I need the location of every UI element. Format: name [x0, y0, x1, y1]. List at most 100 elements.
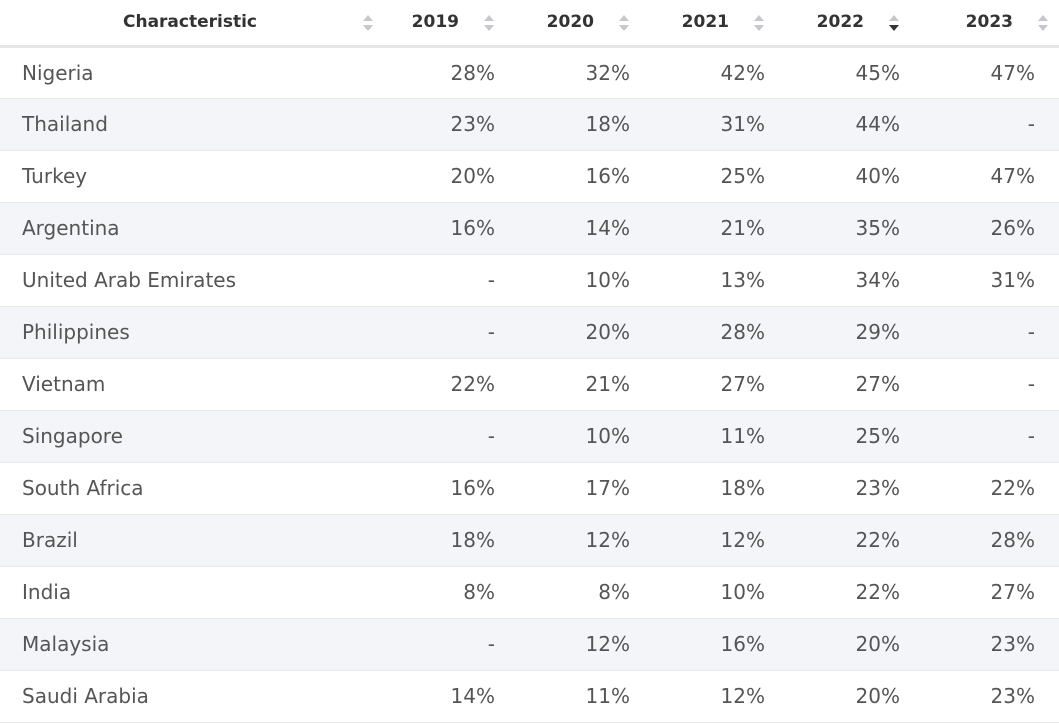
- table-row: United Arab Emirates -10% 13% 34% 31%: [0, 254, 1059, 307]
- value-cell-2019: -: [385, 410, 520, 463]
- table-row: Nigeria 28% 32% 42% 45% 47%: [0, 46, 1059, 99]
- value-cell-2021: 10%: [655, 566, 790, 619]
- column-header-2019[interactable]: 2019: [385, 0, 520, 48]
- table-row: Philippines -20% 28% 29% -: [0, 306, 1059, 359]
- country-cell: Turkey: [0, 150, 385, 203]
- value-cell-2020: 10%: [520, 410, 655, 463]
- value-cell-2021: 11%: [655, 410, 790, 463]
- country-cell: Malaysia: [0, 618, 385, 671]
- table-row: Turkey 20% 16% 25% 40% 47%: [0, 150, 1059, 203]
- value-cell-2021: 13%: [655, 254, 790, 307]
- value-cell-2022: 35%: [790, 202, 925, 255]
- country-cell: Argentina: [0, 202, 385, 255]
- value-cell-2020: 18%: [520, 98, 655, 151]
- column-header-label: 2019: [411, 12, 459, 32]
- value-cell-2021: 18%: [655, 462, 790, 515]
- value-cell-2023: 31%: [925, 254, 1059, 307]
- country-cell: United Arab Emirates: [0, 254, 385, 307]
- sort-icon[interactable]: [618, 15, 630, 33]
- value-cell-2022: 45%: [790, 46, 925, 99]
- value-cell-2021: 31%: [655, 98, 790, 151]
- table-row: Malaysia -12% 16% 20% 23%: [0, 618, 1059, 671]
- value-cell-2019: 16%: [385, 462, 520, 515]
- value-cell-2023: 47%: [925, 150, 1059, 203]
- table-row: Vietnam 22% 21% 27% 27% -: [0, 358, 1059, 411]
- column-header-2021[interactable]: 2021: [655, 0, 790, 48]
- value-cell-2021: 28%: [655, 306, 790, 359]
- sort-icon[interactable]: [483, 15, 495, 33]
- sort-icon[interactable]: [753, 15, 765, 33]
- value-cell-2022: 22%: [790, 566, 925, 619]
- value-cell-2022: 25%: [790, 410, 925, 463]
- value-cell-2022: 20%: [790, 618, 925, 671]
- value-cell-2019: 23%: [385, 98, 520, 151]
- value-cell-2023: 22%: [925, 462, 1059, 515]
- value-cell-2020: 16%: [520, 150, 655, 203]
- value-cell-2022: 20%: [790, 670, 925, 723]
- value-cell-2020: 11%: [520, 670, 655, 723]
- value-cell-2021: 21%: [655, 202, 790, 255]
- value-cell-2021: 12%: [655, 514, 790, 567]
- value-cell-2020: 12%: [520, 514, 655, 567]
- sort-descending-icon[interactable]: [888, 15, 900, 33]
- country-cell: Philippines: [0, 306, 385, 359]
- column-header-label: 2023: [965, 12, 1013, 32]
- value-cell-2023: -: [925, 358, 1059, 411]
- value-cell-2020: 12%: [520, 618, 655, 671]
- value-cell-2019: 22%: [385, 358, 520, 411]
- table-body: Nigeria 28% 32% 42% 45% 47% Thailand 23% 18% 31% 4…: [0, 46, 1059, 723]
- value-cell-2019: 8%: [385, 566, 520, 619]
- value-cell-2021: 12%: [655, 670, 790, 723]
- column-header-characteristic[interactable]: Characteristic: [0, 0, 385, 48]
- value-cell-2021: 16%: [655, 618, 790, 671]
- value-cell-2020: 17%: [520, 462, 655, 515]
- value-cell-2023: 27%: [925, 566, 1059, 619]
- value-cell-2023: 47%: [925, 46, 1059, 99]
- column-header-2020[interactable]: 2020: [520, 0, 655, 48]
- column-header-2023[interactable]: 2023: [925, 0, 1059, 48]
- value-cell-2019: 14%: [385, 670, 520, 723]
- value-cell-2023: 28%: [925, 514, 1059, 567]
- value-cell-2020: 14%: [520, 202, 655, 255]
- table-row: Saudi Arabia 14% 11% 12% 20% 23%: [0, 670, 1059, 723]
- country-cell: Brazil: [0, 514, 385, 567]
- sort-icon[interactable]: [362, 15, 374, 33]
- value-cell-2019: 20%: [385, 150, 520, 203]
- value-cell-2020: 32%: [520, 46, 655, 99]
- value-cell-2019: 16%: [385, 202, 520, 255]
- column-header-label: 2022: [816, 12, 864, 32]
- country-cell: South Africa: [0, 462, 385, 515]
- value-cell-2022: 27%: [790, 358, 925, 411]
- value-cell-2021: 25%: [655, 150, 790, 203]
- column-header-2022[interactable]: 2022: [790, 0, 925, 48]
- country-cell: Singapore: [0, 410, 385, 463]
- sort-icon[interactable]: [1037, 15, 1049, 33]
- value-cell-2023: -: [925, 410, 1059, 463]
- table-row: Singapore -10% 11% 25% -: [0, 410, 1059, 463]
- value-cell-2021: 42%: [655, 46, 790, 99]
- table-row: South Africa 16% 17% 18% 23% 22%: [0, 462, 1059, 515]
- column-header-label: Characteristic: [123, 12, 257, 32]
- value-cell-2023: 23%: [925, 618, 1059, 671]
- table-row: Thailand 23% 18% 31% 44% -: [0, 98, 1059, 151]
- value-cell-2023: -: [925, 98, 1059, 151]
- value-cell-2021: 27%: [655, 358, 790, 411]
- value-cell-2019: 28%: [385, 46, 520, 99]
- country-cell: Nigeria: [0, 46, 385, 99]
- country-cell: Saudi Arabia: [0, 670, 385, 723]
- table-row: Argentina 16% 14% 21% 35% 26%: [0, 202, 1059, 255]
- table-row: Brazil 18% 12% 12% 22% 28%: [0, 514, 1059, 567]
- value-cell-2020: 8%: [520, 566, 655, 619]
- value-cell-2023: -: [925, 306, 1059, 359]
- country-cell: Thailand: [0, 98, 385, 151]
- value-cell-2019: 18%: [385, 514, 520, 567]
- value-cell-2020: 21%: [520, 358, 655, 411]
- value-cell-2022: 34%: [790, 254, 925, 307]
- value-cell-2022: 29%: [790, 306, 925, 359]
- value-cell-2022: 22%: [790, 514, 925, 567]
- value-cell-2022: 40%: [790, 150, 925, 203]
- table-header: Characteristic 2019 2020 2021 2022 2023: [0, 0, 1059, 48]
- value-cell-2023: 23%: [925, 670, 1059, 723]
- value-cell-2023: 26%: [925, 202, 1059, 255]
